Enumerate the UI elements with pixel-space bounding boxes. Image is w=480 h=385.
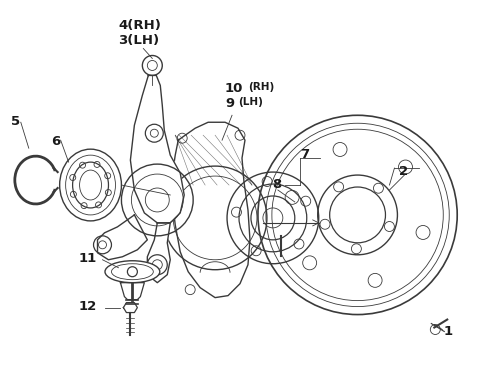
Text: 11: 11 (79, 252, 97, 265)
Text: 8: 8 (272, 178, 281, 191)
Text: 2: 2 (399, 165, 408, 178)
Text: 12: 12 (79, 300, 97, 313)
Text: (LH): (LH) (238, 97, 263, 107)
Text: 5: 5 (11, 115, 20, 128)
Polygon shape (123, 303, 137, 313)
Text: 7: 7 (300, 148, 309, 161)
Text: 6: 6 (51, 135, 60, 148)
Ellipse shape (105, 261, 160, 283)
Text: 10: 10 (225, 82, 243, 95)
Text: 4(RH): 4(RH) (119, 18, 161, 32)
Text: (RH): (RH) (248, 82, 274, 92)
Polygon shape (131, 75, 184, 223)
Text: 3(LH): 3(LH) (119, 33, 159, 47)
Text: 1: 1 (443, 325, 452, 338)
Text: 9: 9 (225, 97, 234, 110)
Polygon shape (147, 223, 170, 283)
